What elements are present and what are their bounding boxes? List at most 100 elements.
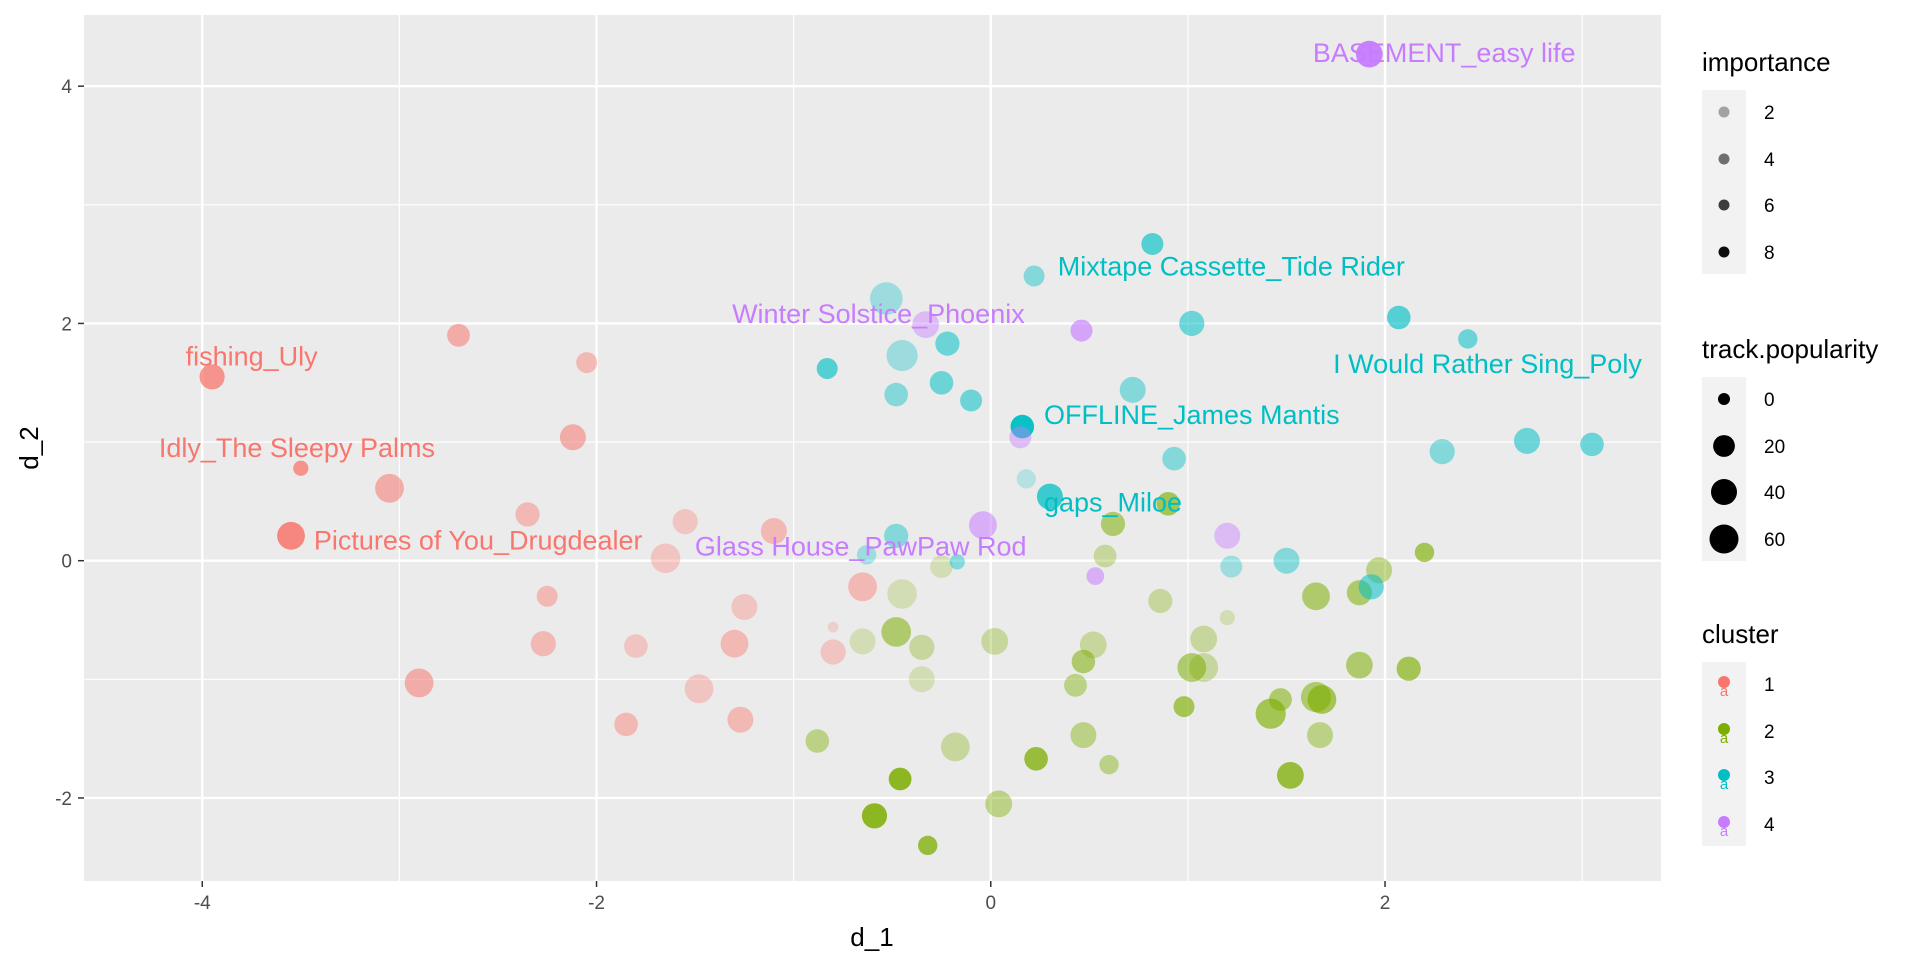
data-point-cluster-1	[672, 508, 698, 535]
data-point-cluster-1	[624, 634, 648, 658]
legend-popularity-key	[1713, 435, 1735, 457]
legend-importance-label: 8	[1764, 243, 1775, 264]
data-point-cluster-2	[1093, 544, 1117, 568]
data-point-cluster-3	[1387, 305, 1411, 330]
data-point-cluster-4	[912, 311, 940, 338]
y-tick-label: 2	[61, 314, 72, 335]
point-labels: BASEMENT_easy life Mixtape Cassette_Tide …	[159, 38, 1643, 562]
data-point-cluster-2	[1219, 610, 1235, 626]
data-point-cluster-1	[731, 594, 758, 620]
data-point-cluster-1	[820, 639, 846, 665]
legend-cluster-key	[1718, 723, 1730, 735]
legend-cluster-title: cluster	[1702, 619, 1779, 649]
y-tick-label: 4	[61, 77, 72, 98]
data-point-cluster-3	[1141, 233, 1164, 255]
legend-cluster-key-letter: a	[1720, 823, 1729, 840]
data-point-cluster-2	[1156, 492, 1180, 516]
data-point-cluster-2	[1173, 696, 1195, 718]
legend-importance-key	[1718, 246, 1730, 258]
legend-importance-title: importance	[1702, 47, 1831, 77]
data-point-cluster-1	[536, 585, 558, 607]
data-point-cluster-2	[918, 835, 938, 856]
data-point-cluster-2	[1307, 722, 1333, 749]
legend-popularity-title: track.popularity	[1702, 334, 1878, 364]
data-point-cluster-2	[1269, 688, 1292, 711]
legend-cluster-label: 2	[1764, 722, 1775, 743]
data-point-cluster-4	[969, 511, 997, 539]
legend-importance-key	[1718, 199, 1730, 211]
legend-cluster-key-background	[1702, 662, 1746, 846]
data-point-cluster-3	[856, 545, 877, 565]
point-label: Glass House_PawPaw Rod	[695, 532, 1027, 562]
point-label: BASEMENT_easy life	[1313, 38, 1576, 68]
legend-popularity: track.popularity 0 20 40 60	[1702, 334, 1878, 561]
legend-popularity-label: 40	[1764, 483, 1785, 504]
data-point-cluster-3	[884, 523, 909, 548]
data-point-cluster-4	[1086, 567, 1105, 585]
legend-popularity-label: 20	[1764, 437, 1785, 458]
data-point-cluster-3	[1458, 329, 1478, 349]
data-point-cluster-2	[940, 732, 970, 762]
data-point-cluster-1	[848, 572, 877, 602]
data-point-cluster-1	[614, 712, 638, 737]
data-point-cluster-1	[576, 352, 598, 374]
data-point-cluster-3	[1016, 469, 1036, 489]
data-point-cluster-2	[1071, 649, 1096, 674]
legend-importance-label: 6	[1764, 196, 1775, 217]
data-point-cluster-1	[375, 473, 404, 503]
data-point-cluster-3	[884, 382, 908, 407]
data-point-cluster-2	[981, 628, 1009, 655]
legend-cluster-key	[1718, 676, 1730, 688]
data-point-cluster-1	[727, 706, 754, 733]
major-gridlines	[84, 15, 1661, 881]
legend-importance-label: 2	[1764, 103, 1775, 124]
data-point-cluster-1	[684, 674, 714, 704]
x-tick-label: 2	[1380, 893, 1391, 914]
data-point-cluster-1	[404, 668, 434, 698]
data-point-cluster-2	[1277, 762, 1304, 789]
legend-cluster-label: 3	[1764, 768, 1775, 789]
data-point-cluster-3	[1119, 376, 1146, 403]
point-label: gaps_Miloe	[1044, 488, 1182, 518]
data-point-cluster-3	[949, 554, 965, 570]
data-point-cluster-3	[1514, 427, 1540, 454]
data-point-cluster-3	[1162, 446, 1186, 471]
x-tick-label: -2	[588, 893, 605, 914]
data-point-cluster-2	[909, 634, 935, 660]
y-axis-ticks: -2 0 2 4	[55, 77, 84, 810]
data-point-cluster-3	[1010, 414, 1035, 439]
data-point-cluster-3	[1036, 483, 1063, 510]
data-point-cluster-3	[1220, 555, 1243, 578]
data-point-cluster-2	[888, 767, 912, 791]
legend-cluster-key-letter: a	[1720, 776, 1729, 793]
data-point-cluster-1	[559, 424, 586, 451]
data-point-cluster-2	[861, 803, 888, 829]
data-point-cluster-2	[985, 790, 1013, 818]
data-point-cluster-3	[935, 331, 960, 356]
data-point-cluster-1	[199, 364, 225, 390]
data-point-cluster-2	[849, 628, 876, 655]
x-tick-label: 0	[985, 893, 996, 914]
data-point-cluster-1	[650, 543, 681, 574]
data-point-cluster-2	[1302, 582, 1330, 611]
legend-popularity-key	[1711, 479, 1737, 505]
data-point-cluster-2	[1346, 651, 1373, 679]
minor-gridlines	[84, 15, 1661, 881]
legend-importance: importance 2 4 6 8	[1702, 47, 1831, 274]
plot-panel	[84, 15, 1661, 881]
legend-cluster-label: 4	[1764, 815, 1775, 836]
legend-cluster-key-letter: a	[1720, 730, 1729, 747]
data-point-cluster-2	[1079, 631, 1107, 659]
data-point-cluster-3	[1429, 439, 1455, 465]
legend-importance-key	[1718, 153, 1730, 165]
data-point-cluster-2	[1100, 511, 1126, 536]
legend-importance-key-background	[1702, 90, 1746, 274]
data-point-cluster-4	[1070, 319, 1093, 342]
data-point-cluster-2	[1189, 653, 1219, 682]
data-point-cluster-2	[1177, 653, 1207, 682]
data-point-cluster-2	[1396, 656, 1421, 681]
point-label: Mixtape Cassette_Tide Rider	[1058, 252, 1405, 282]
data-points	[199, 40, 1604, 856]
data-point-cluster-1	[530, 631, 556, 657]
y-axis-title: d_2	[14, 426, 44, 469]
